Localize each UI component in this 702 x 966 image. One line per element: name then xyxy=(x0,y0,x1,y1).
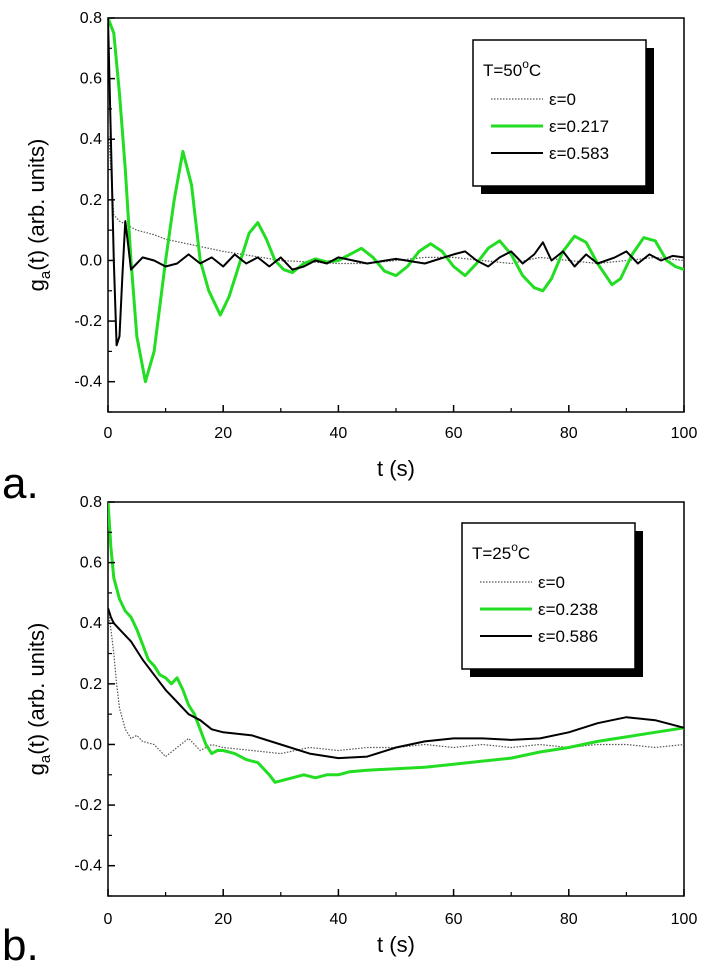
x-tick-label: 40 xyxy=(330,425,348,442)
y-tick-label: -0.2 xyxy=(74,313,102,330)
x-tick-label: 80 xyxy=(560,911,578,928)
legend-box xyxy=(472,39,647,187)
panel-label: b. xyxy=(2,921,39,966)
y-tick-label: -0.4 xyxy=(74,858,102,875)
legend-entry-label: ε=0.583 xyxy=(549,144,609,163)
x-tick-label: 20 xyxy=(214,425,232,442)
chart-panel-a: 0 20 40 60 80 100 0.8 0.6 0.4 0.2 0.0 -0.2 -0.4 t (s)… xyxy=(2,10,697,508)
x-tick-label: 40 xyxy=(330,911,348,928)
legend: T=50oC ε=0 ε=0.217 ε=0.583 xyxy=(472,39,654,194)
y-tick-label: -0.4 xyxy=(74,374,102,391)
y-tick-label: 0.6 xyxy=(80,555,102,572)
x-tick-label: 20 xyxy=(214,911,232,928)
x-axis-label: t (s) xyxy=(377,456,415,481)
legend-title: T=25oC xyxy=(472,540,530,563)
y-tick-label: 0.4 xyxy=(80,131,102,148)
series-line-eps-mid xyxy=(108,502,684,784)
y-tick-label: 0.0 xyxy=(80,736,102,753)
legend-title: T=50oC xyxy=(483,57,541,80)
series-line-eps-high xyxy=(108,607,684,760)
legend-box xyxy=(461,522,636,670)
y-tick-label: 0.4 xyxy=(80,615,102,632)
legend-entry-label: ε=0.586 xyxy=(538,627,598,646)
legend-entry-label: ε=0 xyxy=(549,90,576,109)
x-tick-label: 100 xyxy=(671,425,698,442)
chart-panel-b: 0 20 40 60 80 100 0.8 0.6 0.4 0.2 0.0 -0.2 -0.4 t (s)… xyxy=(2,494,697,966)
x-tick-label: 60 xyxy=(445,911,463,928)
legend-entry-label: ε=0.217 xyxy=(549,117,609,136)
legend-entry-label: ε=0 xyxy=(538,573,565,592)
x-tick-label: 0 xyxy=(104,911,113,928)
x-tick-label: 80 xyxy=(560,425,578,442)
y-axis-label: ga(t) (arb. units) xyxy=(24,623,54,776)
x-tick-label: 60 xyxy=(445,425,463,442)
y-tick-label: 0.0 xyxy=(80,252,102,269)
x-tick-label: 100 xyxy=(671,911,698,928)
series-line-eps0 xyxy=(108,608,684,758)
series-line-eps-mid xyxy=(108,18,684,384)
y-tick-label: 0.8 xyxy=(80,10,102,27)
y-tick-label: 0.2 xyxy=(80,676,102,693)
y-tick-label: 0.8 xyxy=(80,494,102,511)
legend: T=25oC ε=0 ε=0.238 ε=0.586 xyxy=(461,522,643,677)
y-tick-label: 0.6 xyxy=(80,71,102,88)
x-tick-label: 0 xyxy=(104,425,113,442)
x-axis-label: t (s) xyxy=(377,932,415,957)
y-axis-label: ga(t) (arb. units) xyxy=(24,139,54,292)
series-line-eps-high xyxy=(108,18,684,347)
legend-entry-label: ε=0.238 xyxy=(538,600,598,619)
y-tick-label: -0.2 xyxy=(74,797,102,814)
panel-label: a. xyxy=(2,459,39,508)
y-tick-label: 0.2 xyxy=(80,192,102,209)
